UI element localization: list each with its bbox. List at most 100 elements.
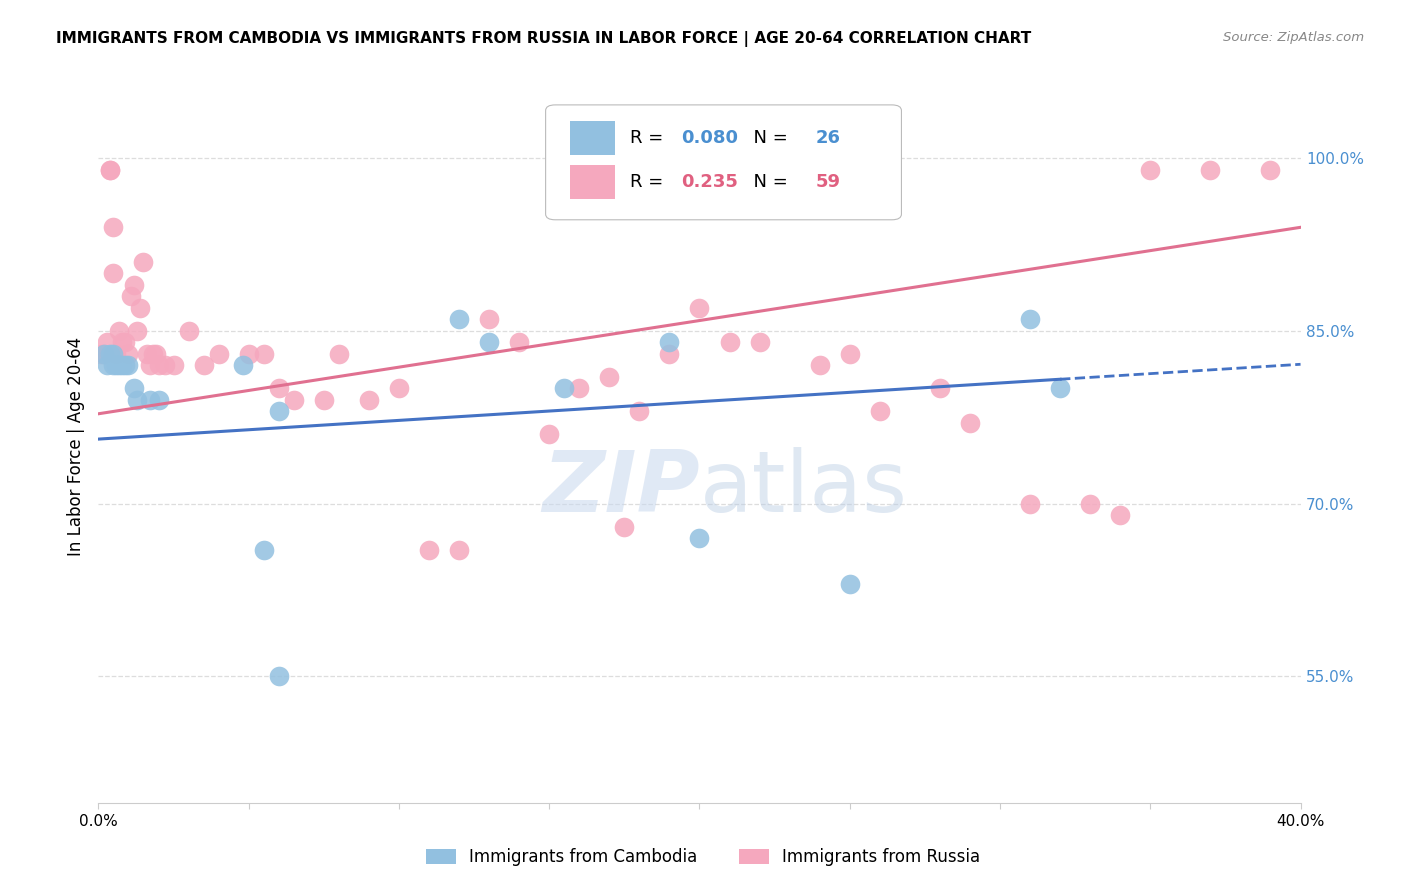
Point bbox=[100, 162, 122, 177]
Point bbox=[253, 542, 276, 557]
Point bbox=[124, 381, 146, 395]
Point bbox=[100, 162, 122, 177]
Point bbox=[162, 359, 184, 373]
Point bbox=[1019, 497, 1042, 511]
Point bbox=[93, 347, 115, 361]
Point bbox=[538, 427, 561, 442]
Point bbox=[127, 324, 149, 338]
Text: R =: R = bbox=[630, 128, 669, 146]
Point bbox=[105, 347, 128, 361]
Point bbox=[267, 404, 290, 418]
Point bbox=[1019, 312, 1042, 326]
Point bbox=[598, 370, 620, 384]
Point bbox=[148, 392, 170, 407]
Point bbox=[628, 404, 651, 418]
Point bbox=[328, 347, 350, 361]
Point bbox=[568, 381, 591, 395]
Point bbox=[121, 289, 143, 303]
Point bbox=[129, 301, 152, 315]
Point bbox=[111, 335, 134, 350]
Text: 59: 59 bbox=[815, 173, 841, 191]
Point bbox=[114, 359, 136, 373]
Point bbox=[689, 301, 711, 315]
Point bbox=[808, 359, 831, 373]
Point bbox=[90, 347, 112, 361]
Legend: Immigrants from Cambodia, Immigrants from Russia: Immigrants from Cambodia, Immigrants fro… bbox=[418, 840, 988, 875]
Point bbox=[1139, 162, 1161, 177]
Point bbox=[138, 359, 160, 373]
Point bbox=[114, 335, 136, 350]
Point bbox=[312, 392, 335, 407]
Point bbox=[283, 392, 305, 407]
Point bbox=[108, 324, 131, 338]
Text: 26: 26 bbox=[815, 128, 841, 146]
Point bbox=[132, 255, 155, 269]
Text: ZIP: ZIP bbox=[541, 447, 700, 531]
Point bbox=[117, 359, 139, 373]
Text: IMMIGRANTS FROM CAMBODIA VS IMMIGRANTS FROM RUSSIA IN LABOR FORCE | AGE 20-64 CO: IMMIGRANTS FROM CAMBODIA VS IMMIGRANTS F… bbox=[56, 31, 1032, 47]
Point bbox=[138, 392, 160, 407]
Point bbox=[103, 220, 125, 235]
Point bbox=[388, 381, 411, 395]
Text: 0.080: 0.080 bbox=[682, 128, 738, 146]
Point bbox=[103, 347, 125, 361]
Point bbox=[613, 519, 636, 533]
Point bbox=[103, 359, 125, 373]
Point bbox=[553, 381, 575, 395]
Point bbox=[253, 347, 276, 361]
Point bbox=[238, 347, 260, 361]
Point bbox=[267, 381, 290, 395]
Point bbox=[357, 392, 380, 407]
Point bbox=[96, 335, 118, 350]
Point bbox=[478, 312, 501, 326]
Point bbox=[108, 359, 131, 373]
Point bbox=[208, 347, 231, 361]
Text: atlas: atlas bbox=[700, 447, 907, 531]
Point bbox=[929, 381, 952, 395]
Text: R =: R = bbox=[630, 173, 669, 191]
Point bbox=[838, 577, 860, 591]
Point bbox=[1078, 497, 1101, 511]
Point bbox=[447, 312, 470, 326]
Point bbox=[447, 542, 470, 557]
Point bbox=[103, 266, 125, 280]
Point bbox=[232, 359, 254, 373]
Point bbox=[177, 324, 200, 338]
Bar bbox=[569, 165, 616, 199]
Point bbox=[145, 347, 167, 361]
Point bbox=[478, 335, 501, 350]
Point bbox=[105, 359, 128, 373]
Text: 0.235: 0.235 bbox=[682, 173, 738, 191]
Point bbox=[153, 359, 176, 373]
Point bbox=[1199, 162, 1222, 177]
FancyBboxPatch shape bbox=[546, 105, 901, 219]
Text: N =: N = bbox=[741, 173, 793, 191]
Point bbox=[96, 359, 118, 373]
Point bbox=[193, 359, 215, 373]
Point bbox=[508, 335, 530, 350]
Point bbox=[1260, 162, 1282, 177]
Point bbox=[718, 335, 741, 350]
Point bbox=[689, 531, 711, 545]
Point bbox=[418, 542, 440, 557]
Text: Source: ZipAtlas.com: Source: ZipAtlas.com bbox=[1223, 31, 1364, 45]
Point bbox=[838, 347, 860, 361]
Point bbox=[1049, 381, 1071, 395]
Point bbox=[869, 404, 891, 418]
Point bbox=[658, 335, 681, 350]
Point bbox=[124, 277, 146, 292]
Point bbox=[959, 416, 981, 430]
Point bbox=[135, 347, 157, 361]
Point bbox=[111, 359, 134, 373]
Text: N =: N = bbox=[741, 128, 793, 146]
Point bbox=[117, 347, 139, 361]
Point bbox=[148, 359, 170, 373]
Point bbox=[658, 347, 681, 361]
Point bbox=[1109, 508, 1132, 522]
Point bbox=[100, 347, 122, 361]
Y-axis label: In Labor Force | Age 20-64: In Labor Force | Age 20-64 bbox=[66, 336, 84, 556]
Point bbox=[267, 669, 290, 683]
Point bbox=[748, 335, 770, 350]
Point bbox=[127, 392, 149, 407]
Point bbox=[93, 347, 115, 361]
